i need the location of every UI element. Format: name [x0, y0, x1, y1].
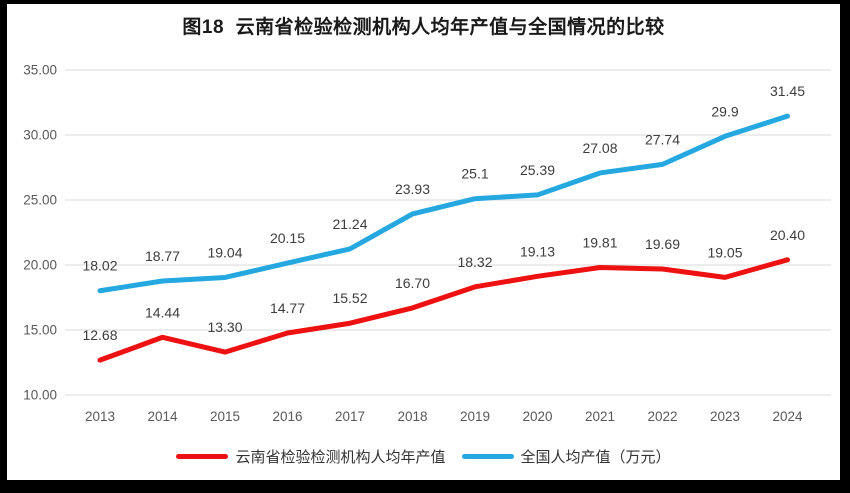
- data-label-national: 18.77: [145, 248, 180, 264]
- legend-label-yunnan: 云南省检验检测机构人均年产值: [235, 448, 446, 466]
- x-axis-tick-label: 2019: [460, 409, 490, 424]
- data-label-national: 23.93: [395, 181, 430, 197]
- x-axis-tick-label: 2022: [647, 409, 677, 424]
- chart-title: 图18 云南省检验检测机构人均年产值与全国情况的比较: [182, 17, 665, 38]
- chart-card: 图18 云南省检验检测机构人均年产值与全国情况的比较 35.00 30.00 25.…: [7, 4, 840, 480]
- data-label-yunnan: 19.13: [520, 243, 555, 259]
- data-label-yunnan: 19.05: [707, 244, 742, 260]
- series-line-national: [97, 113, 790, 294]
- data-label-national: 25.39: [520, 162, 555, 178]
- x-axis-tick-label: 2020: [522, 409, 552, 424]
- data-label-yunnan: 12.68: [82, 327, 117, 343]
- x-axis-tick-label: 2021: [585, 409, 615, 424]
- y-axis-tick-label: 30.00: [23, 128, 57, 143]
- data-label-national: 20.15: [270, 230, 305, 246]
- data-label-national: 18.02: [82, 258, 117, 274]
- x-axis-tick-label: 2024: [772, 409, 803, 424]
- legend-label-national: 全国人均产值（万元）: [520, 448, 671, 466]
- chart-legend: 云南省检验检测机构人均年产值 全国人均产值（万元）: [7, 445, 840, 467]
- line-chart-plot: 35.00 30.00 25.00 20.00 15.00 10.00 2013 2014 20…: [23, 63, 831, 424]
- y-axis-tick-label: 10.00: [23, 388, 57, 403]
- data-label-yunnan: 13.30: [207, 319, 242, 335]
- blue-line-swatch-icon: [461, 453, 514, 459]
- data-label-yunnan: 14.44: [145, 304, 180, 320]
- data-label-yunnan: 19.81: [582, 234, 617, 250]
- data-label-yunnan: 20.40: [770, 227, 805, 243]
- x-axis-tick-label: 2013: [85, 409, 115, 424]
- data-label-yunnan: 19.69: [645, 236, 680, 252]
- data-label-yunnan: 16.70: [395, 275, 430, 291]
- data-label-national: 19.04: [207, 244, 242, 260]
- y-axis-tick-label: 15.00: [23, 323, 57, 338]
- x-axis-tick-label: 2016: [272, 409, 302, 424]
- red-line-swatch-icon: [176, 453, 229, 459]
- legend-item-yunnan: 云南省检验检测机构人均年产值: [176, 446, 446, 467]
- x-axis-tick-label: 2014: [147, 409, 178, 424]
- data-label-national: 21.24: [332, 216, 367, 232]
- legend-item-national: 全国人均产值（万元）: [461, 446, 671, 467]
- x-axis-tick-label: 2018: [397, 409, 427, 424]
- data-label-national: 29.9: [711, 103, 738, 119]
- y-axis-tick-label: 20.00: [23, 258, 57, 273]
- data-label-national: 27.74: [645, 131, 680, 147]
- x-axis-tick-label: 2023: [710, 409, 740, 424]
- data-label-national: 27.08: [582, 140, 617, 156]
- y-axis-tick-label: 35.00: [23, 63, 57, 78]
- data-label-national: 25.1: [461, 166, 488, 182]
- data-label-yunnan: 15.52: [332, 290, 367, 306]
- data-label-national: 31.45: [770, 83, 805, 99]
- data-label-yunnan: 14.77: [270, 300, 305, 316]
- x-axis-tick-label: 2017: [335, 409, 365, 424]
- y-axis-tick-label: 25.00: [23, 193, 57, 208]
- x-axis-tick-label: 2015: [210, 409, 240, 424]
- series-line-yunnan: [97, 257, 790, 363]
- data-label-yunnan: 18.32: [457, 254, 492, 270]
